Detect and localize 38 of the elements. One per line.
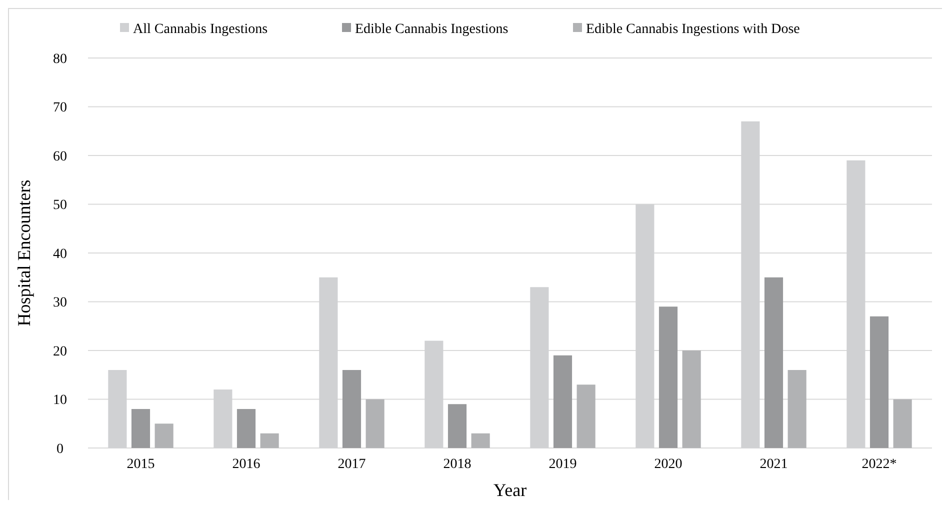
x-tick-label: 2017 bbox=[338, 457, 366, 472]
y-tick-label: 20 bbox=[53, 344, 67, 360]
y-tick-label: 50 bbox=[53, 198, 67, 214]
y-tick-label: 80 bbox=[53, 52, 67, 67]
bar bbox=[870, 316, 889, 448]
bar bbox=[682, 350, 701, 448]
bar bbox=[764, 277, 784, 448]
bar bbox=[658, 306, 678, 448]
y-tick-label: 30 bbox=[53, 296, 67, 311]
y-tick-label: 0 bbox=[56, 442, 64, 457]
bar bbox=[788, 370, 806, 448]
bar bbox=[236, 409, 256, 448]
bar bbox=[154, 424, 174, 448]
bar bbox=[893, 399, 912, 448]
bar bbox=[448, 404, 467, 448]
bar bbox=[553, 355, 572, 448]
x-tick-label: 2018 bbox=[443, 457, 472, 472]
bar bbox=[471, 433, 490, 448]
x-tick-label: 2019 bbox=[548, 457, 577, 472]
y-tick-label: 60 bbox=[53, 149, 67, 164]
x-tick-label: 2015 bbox=[126, 457, 155, 472]
x-tick-label: 2020 bbox=[654, 457, 682, 472]
bar bbox=[260, 433, 279, 448]
bar bbox=[131, 409, 150, 448]
y-axis-title: Hospital Encounters bbox=[14, 180, 34, 326]
legend-label: Edible Cannabis Ingestions with Dose bbox=[586, 22, 800, 37]
legend-label: Edible Cannabis Ingestions bbox=[355, 22, 508, 37]
bar bbox=[366, 399, 384, 448]
legend-label: All Cannabis Ingestions bbox=[133, 22, 268, 37]
y-tick-label: 10 bbox=[53, 393, 67, 408]
bar bbox=[342, 370, 362, 448]
x-tick-label: 2016 bbox=[232, 457, 260, 472]
y-tick-label: 70 bbox=[53, 100, 67, 116]
y-tick-label: 40 bbox=[53, 246, 67, 262]
x-tick-label: 2022* bbox=[862, 457, 897, 472]
x-axis-title: Year bbox=[493, 480, 527, 500]
x-tick-label: 2021 bbox=[760, 457, 788, 472]
bar bbox=[576, 384, 596, 448]
